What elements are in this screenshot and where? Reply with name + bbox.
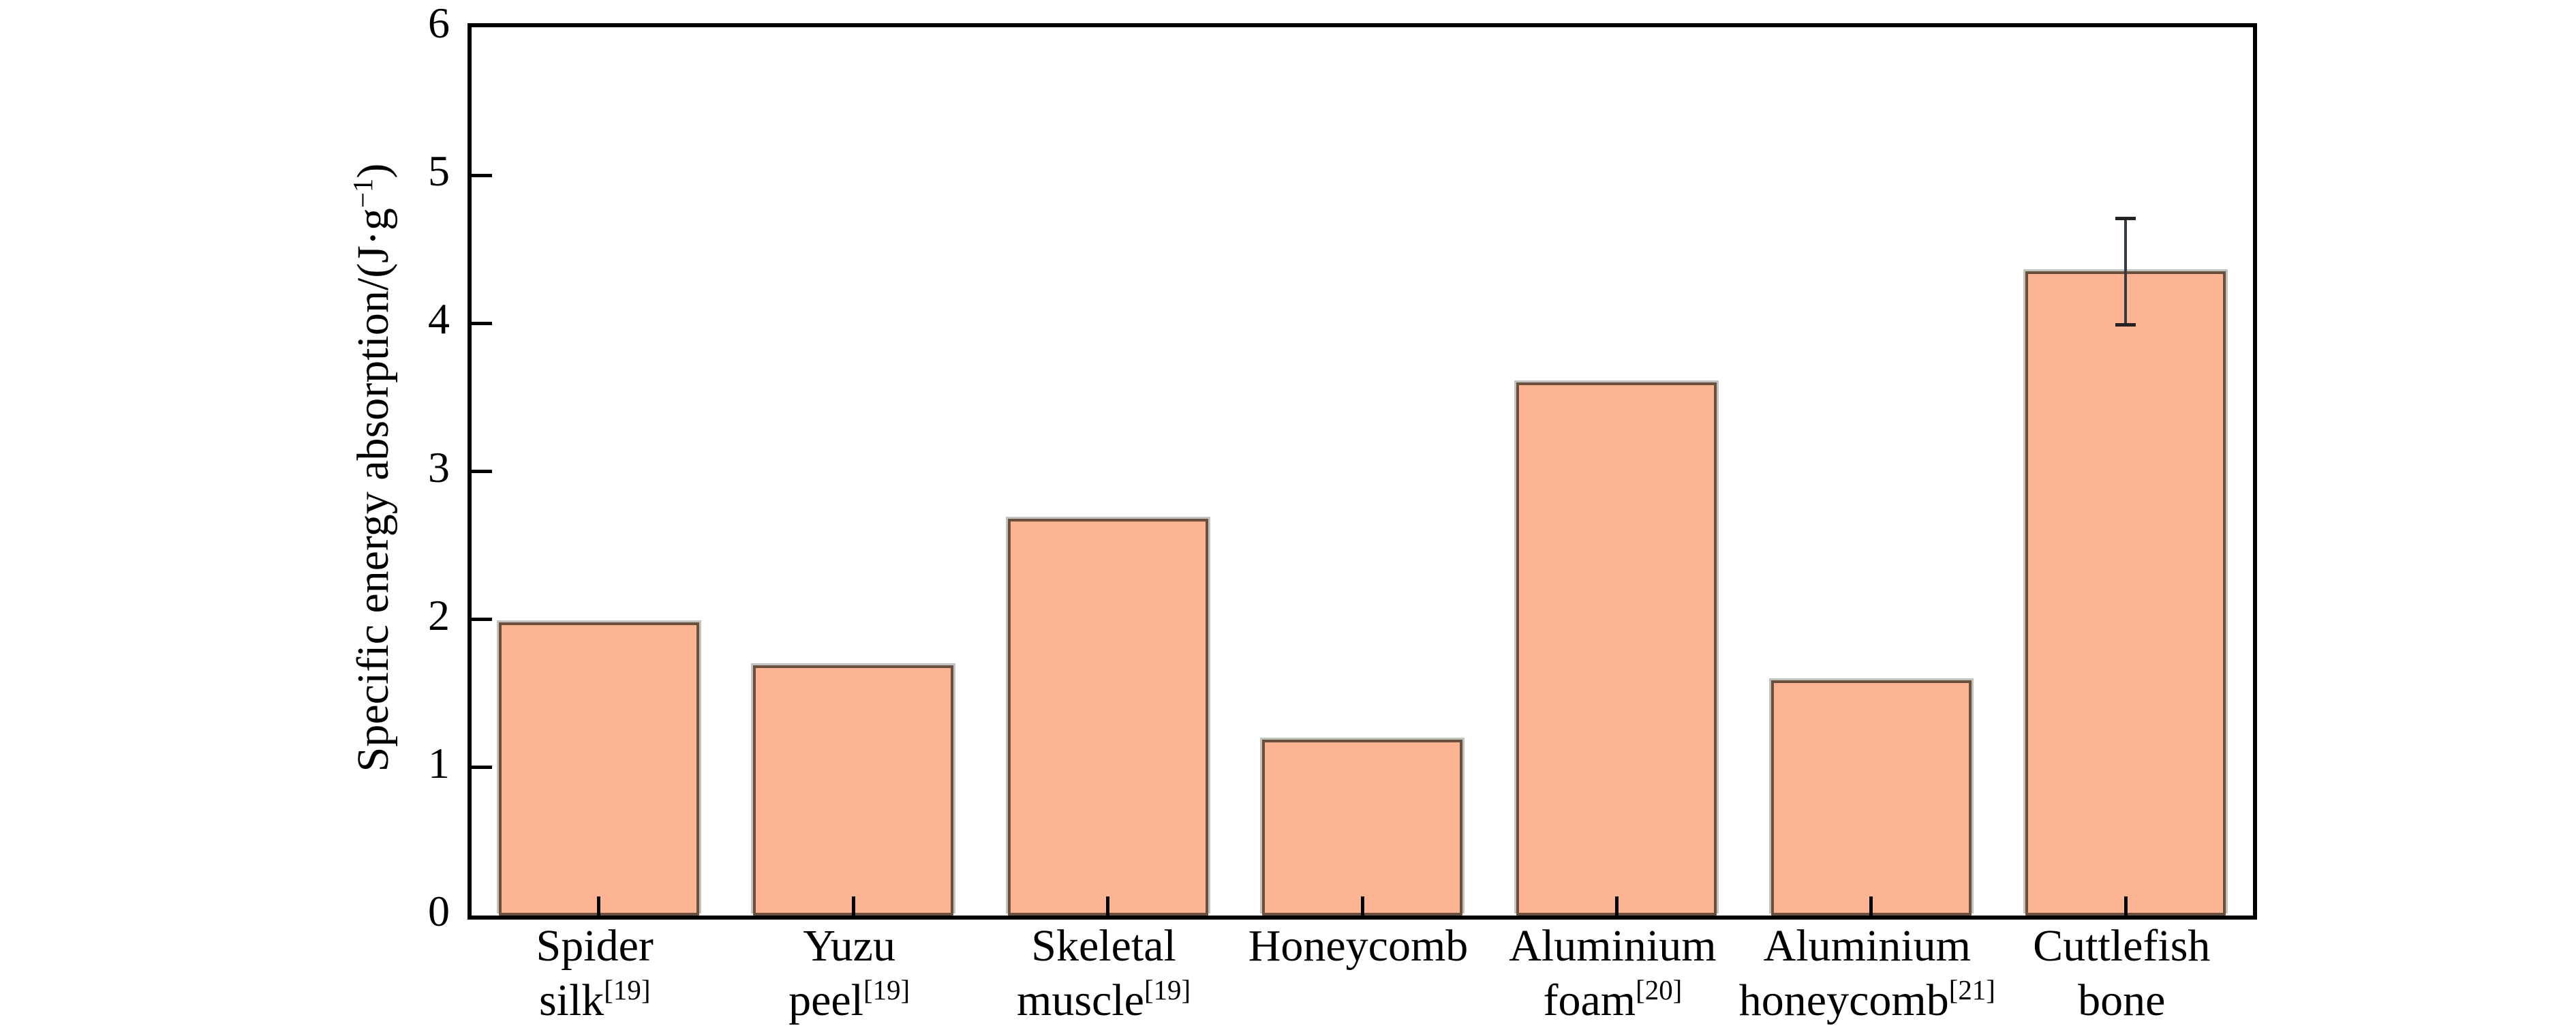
x-category-label: Aluminium foam[20] — [1449, 919, 1776, 1028]
x-category-line2: foam — [1543, 976, 1636, 1025]
x-tick — [1869, 896, 1873, 916]
bar-spider-silk — [498, 622, 699, 916]
bar-skeletal-muscle — [1007, 518, 1208, 916]
error-bar-cap-bottom — [2115, 322, 2136, 327]
error-bar-cap-top — [2115, 216, 2136, 220]
x-category-label: Aluminium honeycomb[21] — [1704, 919, 2031, 1028]
x-category-line1: Spider — [536, 921, 654, 971]
y-tick-label: 4 — [428, 294, 450, 344]
bar-aluminium-foam — [1516, 382, 1717, 916]
x-tick — [851, 896, 855, 916]
x-category-label: Spider silk[19] — [431, 919, 758, 1028]
x-category-label: Skeletal muscle[19] — [940, 919, 1268, 1028]
x-category-label: Cuttlefish bone — [1958, 919, 2285, 1028]
x-tick — [597, 896, 601, 916]
x-category-line1: Cuttlefish — [2033, 921, 2211, 971]
y-tick — [472, 766, 492, 770]
plot-inner — [472, 27, 2253, 916]
x-category-reference: [19] — [1144, 975, 1191, 1006]
x-category-line1: Yuzu — [803, 921, 895, 971]
x-category-line1: Skeletal — [1031, 921, 1176, 971]
bar-honeycomb — [1262, 739, 1462, 916]
x-category-line1: Aluminium — [1509, 921, 1717, 971]
x-category-line2: muscle — [1017, 976, 1144, 1025]
x-category-line1: Aluminium — [1763, 921, 1972, 971]
x-category-label: Honeycomb — [1195, 919, 1522, 973]
error-bar-line — [2124, 216, 2128, 327]
y-tick-label: 5 — [428, 147, 450, 196]
x-category-label: Yuzu peel[19] — [686, 919, 1013, 1028]
y-tick-label: 1 — [428, 738, 450, 787]
x-category-reference: [19] — [604, 975, 651, 1006]
x-tick — [2123, 896, 2128, 916]
bar-yuzu-peel — [753, 665, 954, 916]
y-tick — [472, 618, 492, 622]
y-tick — [472, 173, 492, 177]
x-tick — [1614, 896, 1619, 916]
bar-aluminium-honeycomb — [1770, 680, 1972, 916]
x-category-reference: [19] — [863, 975, 910, 1006]
x-category-line2: peel — [788, 976, 864, 1025]
y-tick-label: 3 — [428, 442, 450, 492]
x-category-reference: [20] — [1636, 975, 1683, 1006]
x-category-line2: bone — [2078, 976, 2166, 1025]
bar-cuttlefish-bone — [2025, 271, 2226, 916]
y-tick — [472, 321, 492, 325]
x-category-line2: silk — [538, 976, 604, 1025]
y-tick-label: 2 — [428, 590, 450, 639]
plot-area — [467, 23, 2257, 920]
y-tick — [472, 470, 492, 473]
x-tick — [1106, 896, 1110, 916]
y-tick-label: 6 — [428, 0, 450, 47]
x-category-line2: honeycomb — [1738, 976, 1949, 1025]
x-category-reference: [21] — [1948, 975, 1995, 1006]
x-tick — [1360, 896, 1364, 916]
x-category-line1: Honeycomb — [1248, 921, 1469, 971]
y-axis-title-text: Specific energy absorption/(J·g — [348, 208, 398, 772]
y-tick-label: 0 — [428, 887, 450, 935]
